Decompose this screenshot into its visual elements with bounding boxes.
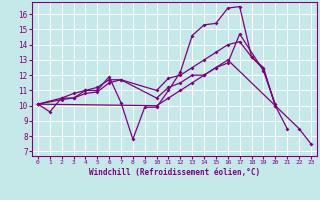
X-axis label: Windchill (Refroidissement éolien,°C): Windchill (Refroidissement éolien,°C) — [89, 168, 260, 177]
